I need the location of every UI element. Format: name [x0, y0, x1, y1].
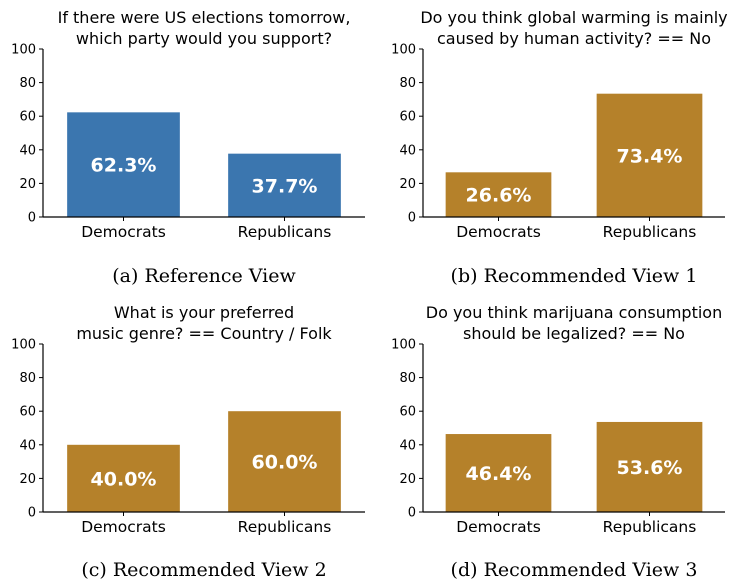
y-tick-label: 0: [28, 211, 36, 226]
bar-value-label: 62.3%: [91, 155, 157, 177]
bar-value-label: 73.4%: [617, 145, 683, 167]
y-tick-label: 40: [399, 438, 416, 453]
chart-panel-3: What is your preferred music genre? == Co…: [11, 303, 365, 581]
chart-title-line: If there were US elections tomorrow,: [58, 8, 351, 27]
y-tick-label: 40: [19, 143, 36, 158]
bar-republicans: [228, 153, 341, 217]
y-tick-label: 100: [11, 338, 36, 353]
subfigure-caption: (b) Recommended View 1: [451, 265, 698, 287]
y-tick-label: 0: [408, 211, 416, 226]
bar-democrats: [445, 172, 552, 217]
bar-value-label: 40.0%: [91, 468, 157, 490]
chart-title-line: What is your preferred: [114, 303, 294, 322]
y-tick-label: 100: [391, 43, 416, 58]
x-tick-label: Republicans: [238, 223, 332, 241]
bar-value-label: 60.0%: [252, 452, 318, 474]
y-tick-label: 80: [19, 371, 36, 386]
subfigure-caption: (a) Reference View: [112, 265, 296, 287]
bar-democrats: [67, 444, 180, 512]
y-tick-label: 100: [11, 43, 36, 58]
subfigure-caption: (c) Recommended View 2: [81, 559, 326, 581]
y-tick-label: 60: [19, 405, 36, 420]
x-tick-label: Democrats: [81, 518, 166, 536]
y-tick-label: 60: [19, 110, 36, 125]
chart-panel-4: Do you think marijuana consumption should…: [391, 303, 725, 581]
chart-panel-1: If there were US elections tomorrow, whic…: [11, 8, 365, 287]
bar-value-label: 53.6%: [617, 457, 683, 479]
y-tick-label: 80: [399, 371, 416, 386]
y-tick-label: 80: [19, 76, 36, 91]
y-tick-label: 60: [399, 110, 416, 125]
bar-democrats: [67, 112, 180, 217]
chart-title-line: caused by human activity? == No: [437, 29, 711, 48]
y-tick-label: 0: [28, 506, 36, 521]
chart-title-line: music genre? == Country / Folk: [76, 324, 332, 343]
x-tick-label: Republicans: [238, 518, 332, 536]
bar-democrats: [445, 434, 552, 512]
x-tick-label: Republicans: [603, 223, 697, 241]
chart-title-line: Do you think global warming is mainly: [420, 8, 727, 27]
y-tick-label: 0: [408, 506, 416, 521]
bar-value-label: 46.4%: [466, 463, 532, 485]
x-tick-label: Democrats: [456, 518, 541, 536]
y-tick-label: 60: [399, 405, 416, 420]
y-tick-label: 20: [399, 472, 416, 487]
y-tick-label: 20: [19, 177, 36, 192]
x-tick-label: Democrats: [456, 223, 541, 241]
chart-title-line: Do you think marijuana consumption: [426, 303, 722, 322]
bar-value-label: 37.7%: [252, 175, 318, 197]
y-tick-label: 100: [391, 338, 416, 353]
y-tick-label: 40: [19, 438, 36, 453]
x-tick-label: Democrats: [81, 223, 166, 241]
bar-republicans: [596, 93, 703, 217]
chart-panel-2: Do you think global warming is mainly cau…: [391, 8, 727, 287]
bar-value-label: 26.6%: [466, 185, 532, 207]
chart-title-line: which party would you support?: [76, 29, 332, 48]
y-tick-label: 20: [399, 177, 416, 192]
y-tick-label: 20: [19, 472, 36, 487]
chart-title-line: should be legalized? == No: [463, 324, 685, 343]
y-tick-label: 80: [399, 76, 416, 91]
bar-republicans: [228, 411, 341, 512]
bar-republicans: [596, 421, 703, 512]
y-tick-label: 40: [399, 143, 416, 158]
subfigure-caption: (d) Recommended View 3: [451, 559, 698, 581]
x-tick-label: Republicans: [603, 518, 697, 536]
